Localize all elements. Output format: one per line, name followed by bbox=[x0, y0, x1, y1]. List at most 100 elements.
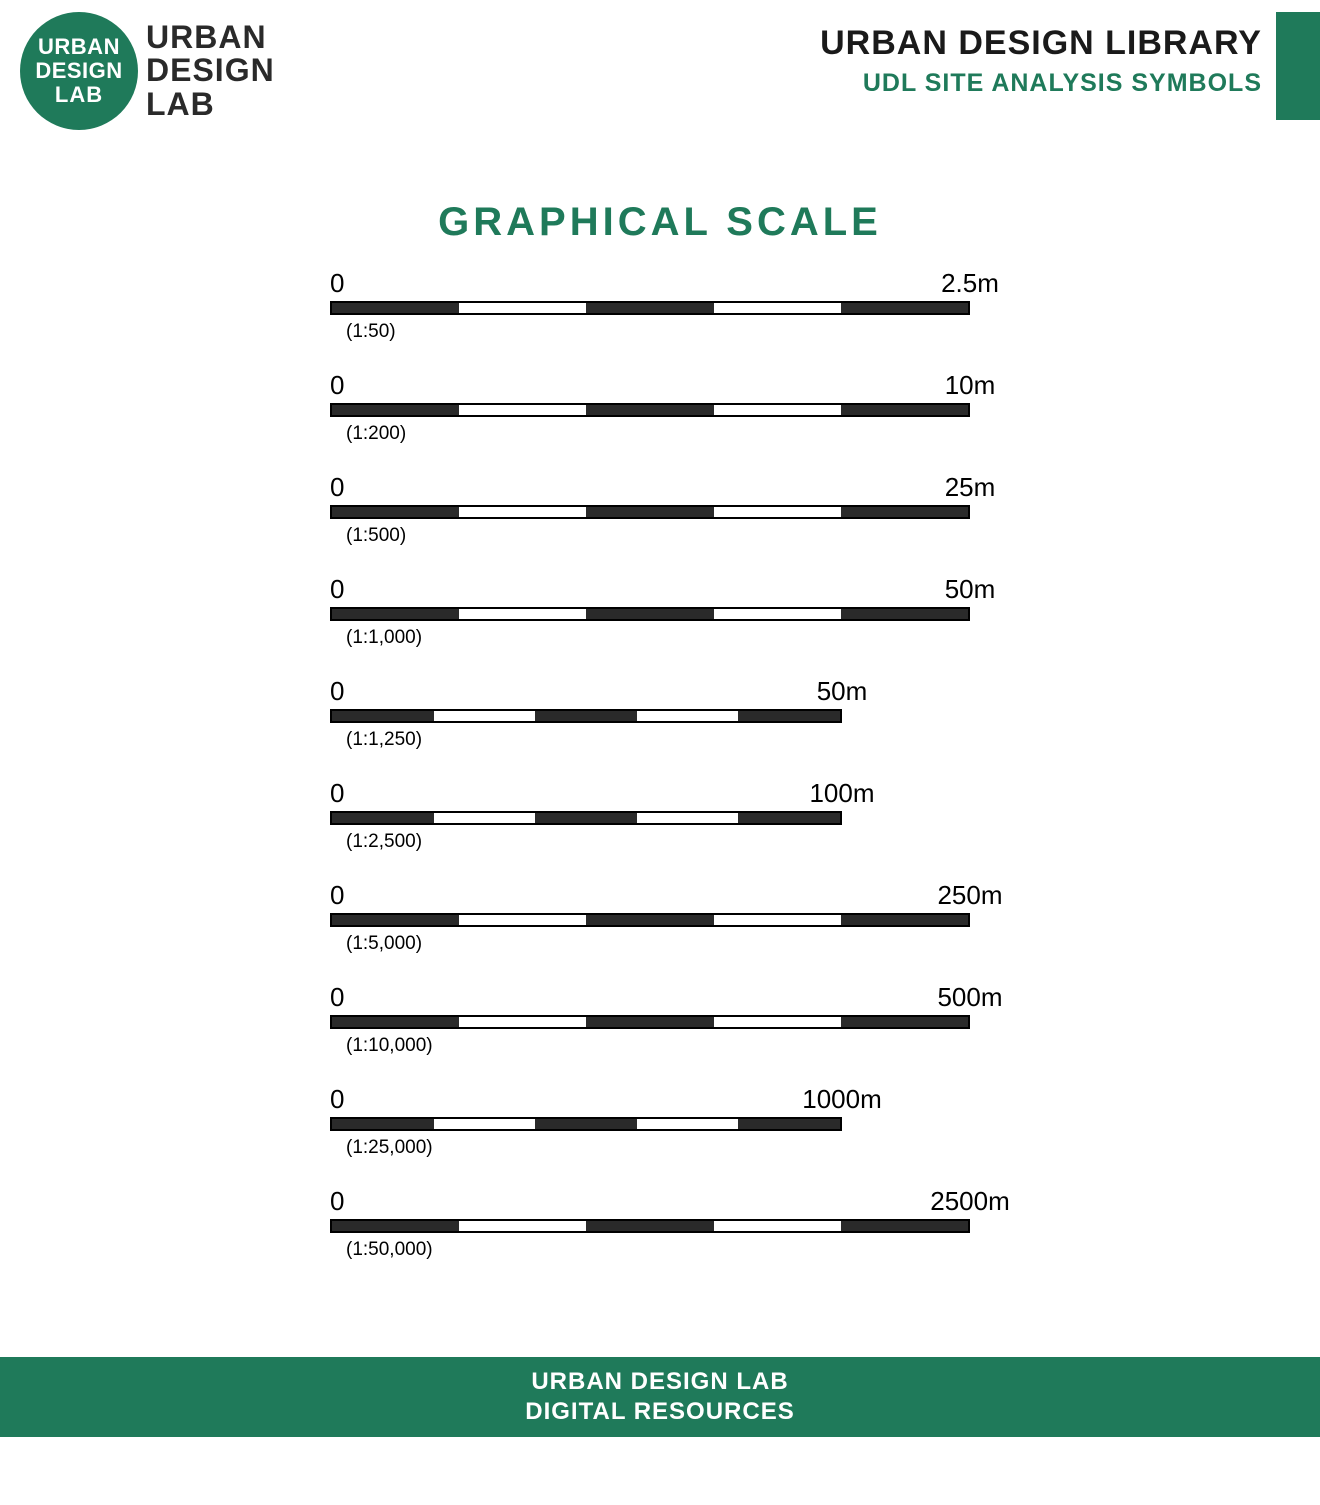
scale-bar-segment bbox=[459, 1221, 586, 1231]
scale-labels: 0100m bbox=[330, 779, 842, 809]
scale-labels: 050m bbox=[330, 575, 970, 605]
header-right-text: URBAN DESIGN LIBRARY UDL SITE ANALYSIS S… bbox=[820, 12, 1276, 98]
header-subtitle: UDL SITE ANALYSIS SYMBOLS bbox=[820, 69, 1262, 98]
scale-bar-segment bbox=[459, 303, 586, 313]
logo-circle-line3: LAB bbox=[55, 84, 103, 106]
section-title: GRAPHICAL SCALE bbox=[438, 200, 882, 245]
scale-ratio-label: (1:25,000) bbox=[346, 1137, 990, 1159]
scale-bar-segment bbox=[535, 813, 637, 823]
scale-end-label: 2500m bbox=[930, 1186, 1010, 1217]
scale-end-label: 250m bbox=[937, 880, 1002, 911]
logo-block: URBAN DESIGN LAB URBAN DESIGN LAB bbox=[20, 12, 275, 130]
scale-bar-segment bbox=[332, 609, 459, 619]
scale-item: 010m (1:200) bbox=[330, 371, 990, 445]
scale-start-label: 0 bbox=[330, 370, 344, 401]
scale-end-label: 2.5m bbox=[941, 268, 999, 299]
scale-bar-segment bbox=[738, 1119, 840, 1129]
scale-bar-segment bbox=[332, 1017, 459, 1027]
scale-bar-segment bbox=[332, 405, 459, 415]
scale-ratio-label: (1:1,000) bbox=[346, 627, 990, 649]
scale-bar bbox=[330, 811, 842, 825]
scale-bar-segment bbox=[637, 813, 739, 823]
scale-bar-segment bbox=[535, 1119, 637, 1129]
scale-end-label: 50m bbox=[817, 676, 868, 707]
scale-bar-segment bbox=[332, 303, 459, 313]
scale-start-label: 0 bbox=[330, 778, 344, 809]
scale-bar-segment bbox=[586, 405, 713, 415]
logo-circle-line1: URBAN bbox=[38, 36, 120, 58]
scale-bar-segment bbox=[459, 609, 586, 619]
scale-end-label: 1000m bbox=[802, 1084, 882, 1115]
main-content: GRAPHICAL SCALE 02.5m(1:50)010m(1:200)02… bbox=[0, 200, 1320, 1289]
logo-text-line1: URBAN bbox=[146, 21, 275, 55]
scale-bar-segment bbox=[332, 1119, 434, 1129]
corner-accent-block bbox=[1276, 12, 1320, 120]
scale-bar bbox=[330, 1015, 970, 1029]
logo-text-line2: DESIGN bbox=[146, 54, 275, 88]
scale-bar bbox=[330, 1117, 842, 1131]
logo-text: URBAN DESIGN LAB bbox=[146, 21, 275, 122]
scale-ratio-label: (1:2,500) bbox=[346, 831, 990, 853]
scale-end-label: 10m bbox=[945, 370, 996, 401]
scale-item: 0100m(1:2,500) bbox=[330, 779, 990, 853]
scale-bar-segment bbox=[714, 609, 841, 619]
scale-bar-segment bbox=[714, 405, 841, 415]
scale-bar-segment bbox=[586, 915, 713, 925]
scale-start-label: 0 bbox=[330, 982, 344, 1013]
scale-start-label: 0 bbox=[330, 880, 344, 911]
scale-bar-segment bbox=[841, 507, 968, 517]
scale-bar bbox=[330, 1219, 970, 1233]
scale-item: 02.5m (1:50) bbox=[330, 269, 990, 343]
scale-bar-segment bbox=[434, 1119, 536, 1129]
scale-ratio-label: (1:50) bbox=[346, 321, 990, 343]
header-title: URBAN DESIGN LIBRARY bbox=[820, 24, 1262, 63]
scale-start-label: 0 bbox=[330, 574, 344, 605]
scale-bar-segment bbox=[535, 711, 637, 721]
footer-line2: DIGITAL RESOURCES bbox=[0, 1397, 1320, 1427]
scale-bar-segment bbox=[738, 813, 840, 823]
scale-bar bbox=[330, 301, 970, 315]
scale-ratio-label: (1:1,250) bbox=[346, 729, 990, 751]
scale-bar-segment bbox=[332, 507, 459, 517]
scale-bar-segment bbox=[459, 915, 586, 925]
scale-bar-segment bbox=[459, 507, 586, 517]
scale-labels: 010m bbox=[330, 371, 970, 401]
scale-end-label: 50m bbox=[945, 574, 996, 605]
scale-ratio-label: (1:10,000) bbox=[346, 1035, 990, 1057]
scale-item: 0250m(1:5,000) bbox=[330, 881, 990, 955]
scale-ratio-label: (1:5,000) bbox=[346, 933, 990, 955]
scale-item: 0500m (1:10,000) bbox=[330, 983, 990, 1057]
scale-labels: 025m bbox=[330, 473, 970, 503]
scale-bar-segment bbox=[434, 711, 536, 721]
scale-bar-segment bbox=[714, 1221, 841, 1231]
scale-item: 050m (1:1,250) bbox=[330, 677, 990, 751]
scale-end-label: 100m bbox=[809, 778, 874, 809]
scale-labels: 02.5m bbox=[330, 269, 970, 299]
scale-bar-segment bbox=[714, 915, 841, 925]
scale-bar-segment bbox=[841, 303, 968, 313]
scale-bar-segment bbox=[434, 813, 536, 823]
scale-ratio-label: (1:200) bbox=[346, 423, 990, 445]
scale-labels: 050m bbox=[330, 677, 842, 707]
scale-item: 050m (1:1,000) bbox=[330, 575, 990, 649]
scale-bar bbox=[330, 607, 970, 621]
scales-list: 02.5m(1:50)010m(1:200)025m(1:500)050m(1:… bbox=[330, 269, 990, 1289]
scale-bar-segment bbox=[841, 405, 968, 415]
scale-bar-segment bbox=[586, 609, 713, 619]
scale-bar-segment bbox=[841, 915, 968, 925]
scale-end-label: 500m bbox=[937, 982, 1002, 1013]
scale-start-label: 0 bbox=[330, 268, 344, 299]
scale-bar bbox=[330, 709, 842, 723]
scale-bar-segment bbox=[586, 507, 713, 517]
scale-ratio-label: (1:50,000) bbox=[346, 1239, 990, 1261]
scale-labels: 0500m bbox=[330, 983, 970, 1013]
scale-end-label: 25m bbox=[945, 472, 996, 503]
scale-bar-segment bbox=[841, 609, 968, 619]
scale-bar-segment bbox=[637, 711, 739, 721]
logo-circle-line2: DESIGN bbox=[35, 60, 122, 82]
scale-start-label: 0 bbox=[330, 1186, 344, 1217]
scale-bar-segment bbox=[459, 405, 586, 415]
scale-item: 02500m(1:50,000) bbox=[330, 1187, 990, 1261]
scale-bar-segment bbox=[637, 1119, 739, 1129]
page-footer: URBAN DESIGN LAB DIGITAL RESOURCES bbox=[0, 1357, 1320, 1437]
